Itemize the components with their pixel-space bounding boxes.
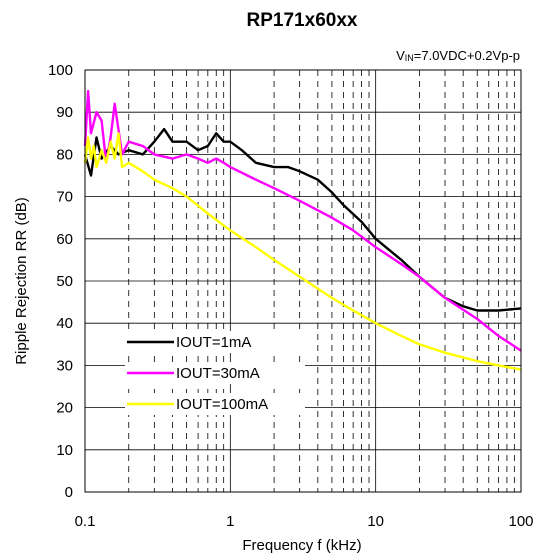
x-tick-label: 0.1 — [75, 513, 96, 530]
y-tick-label: 40 — [56, 315, 73, 332]
x-tick-label: 100 — [508, 513, 533, 530]
y-tick-label: 100 — [48, 62, 73, 79]
y-tick-label: 20 — [56, 400, 73, 417]
legend-label: IOUT=100mA — [176, 396, 268, 413]
y-tick-label: 30 — [56, 357, 73, 374]
y-tick-label: 70 — [56, 189, 73, 206]
series-lines — [83, 89, 522, 371]
y-tick-label: 50 — [56, 273, 73, 290]
y-tick-label: 60 — [56, 231, 73, 248]
legend-item-bg — [125, 393, 305, 415]
y-tick-label: 10 — [56, 442, 73, 459]
test-condition-prefix: V — [396, 48, 405, 63]
test-condition-suffix: =7.0VDC+0.2Vp-p — [414, 48, 520, 63]
x-tick-label: 1 — [226, 513, 234, 530]
legend: IOUT=1mA IOUT=30mA IOUT=100mA — [125, 331, 305, 415]
x-axis-label: Frequency f (kHz) — [242, 537, 361, 554]
legend-item-bg — [125, 331, 305, 353]
y-tick-label: 90 — [56, 104, 73, 121]
legend-label: IOUT=30mA — [176, 365, 260, 382]
y-tick-labels: 0 10 20 30 40 50 60 70 80 90 100 — [48, 62, 73, 501]
chart-title: RP171x60xx — [247, 10, 358, 31]
y-tick-label: 80 — [56, 146, 73, 163]
series-line-2 — [83, 89, 522, 352]
plot-area-frame — [84, 69, 522, 493]
series-line-3 — [83, 132, 522, 371]
grid — [85, 70, 521, 492]
legend-item-bg — [125, 362, 305, 384]
legend-label: IOUT=1mA — [176, 334, 251, 351]
y-axis-label: Ripple Rejection RR (dB) — [13, 197, 30, 365]
test-condition-label: VIN=7.0VDC+0.2Vp-p — [396, 48, 520, 63]
x-tick-labels: 0.1 1 10 100 — [75, 513, 534, 530]
x-tick-label: 10 — [367, 513, 384, 530]
series-line-1 — [83, 127, 522, 312]
y-tick-label: 0 — [65, 484, 73, 501]
test-condition-subscript: IN — [405, 53, 414, 63]
